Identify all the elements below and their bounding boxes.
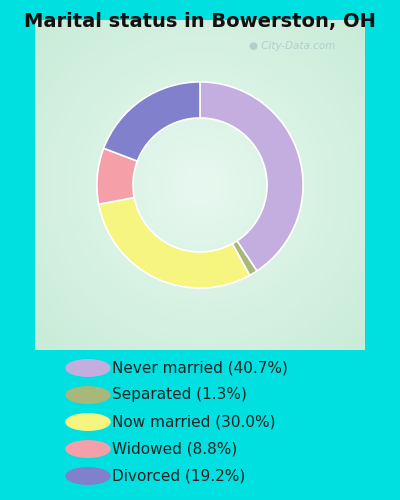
Circle shape	[66, 441, 110, 457]
Wedge shape	[104, 82, 200, 161]
Text: Now married (30.0%): Now married (30.0%)	[112, 414, 276, 430]
Circle shape	[66, 360, 110, 376]
Wedge shape	[232, 241, 257, 276]
Text: Divorced (19.2%): Divorced (19.2%)	[112, 468, 245, 483]
Text: Separated (1.3%): Separated (1.3%)	[112, 388, 247, 402]
Text: Marital status in Bowerston, OH: Marital status in Bowerston, OH	[24, 12, 376, 32]
Wedge shape	[200, 82, 303, 271]
Wedge shape	[97, 148, 137, 204]
Text: Widowed (8.8%): Widowed (8.8%)	[112, 442, 237, 456]
Text: ● City-Data.com: ● City-Data.com	[249, 42, 336, 51]
Wedge shape	[99, 198, 250, 288]
Circle shape	[66, 414, 110, 430]
Circle shape	[66, 387, 110, 403]
Text: Never married (40.7%): Never married (40.7%)	[112, 360, 288, 376]
Circle shape	[66, 468, 110, 484]
